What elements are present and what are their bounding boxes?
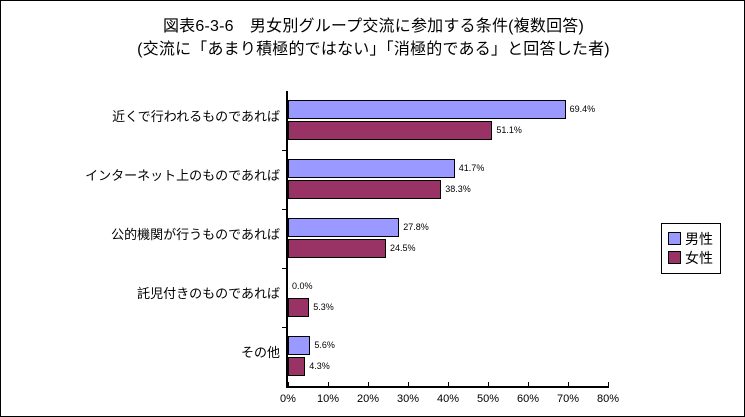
bar-male <box>288 159 455 178</box>
bar-female <box>288 239 386 258</box>
x-axis-tick-label: 0% <box>280 393 296 405</box>
x-axis-tick-label: 30% <box>396 393 420 405</box>
x-axis-tick <box>288 382 289 388</box>
bar-value-label: 5.3% <box>313 302 334 312</box>
category-label: 託児付きのものであれば <box>137 286 280 301</box>
x-axis-tick-label: 20% <box>356 393 380 405</box>
bar-female <box>288 121 493 140</box>
bar-value-label: 4.3% <box>309 361 330 371</box>
bar-value-label: 24.5% <box>390 243 416 253</box>
y-axis-tick <box>282 327 288 328</box>
x-axis-tick <box>408 382 409 388</box>
legend-label-male: 男性 <box>685 230 713 247</box>
y-axis-tick <box>282 209 288 210</box>
y-axis-tick <box>282 150 288 151</box>
bar-value-label: 51.1% <box>496 125 522 135</box>
bar-value-label: 41.7% <box>458 163 485 173</box>
legend-swatch-male <box>668 232 681 245</box>
bar-female <box>288 298 310 317</box>
x-axis-tick <box>488 382 489 388</box>
x-axis-tick <box>328 382 329 388</box>
bar-female <box>288 180 442 199</box>
category-label: インターネット上のものであれば <box>85 168 280 183</box>
x-axis-tick-label: 60% <box>516 393 540 405</box>
x-axis-tick <box>608 382 609 388</box>
bar-male <box>288 100 566 119</box>
bar-group: 近くで行われるものであれば 69.4% 51.1% <box>112 91 608 150</box>
bar-value-label: 27.8% <box>403 222 429 232</box>
y-axis-tick <box>282 268 288 269</box>
bar-value-label: 0.0% <box>292 281 313 291</box>
x-axis-tick <box>368 382 369 388</box>
x-axis-tick-label: 10% <box>316 393 340 405</box>
x-axis-tick-label: 70% <box>556 393 580 405</box>
x-axis-tick-label: 40% <box>436 393 460 405</box>
x-axis-tick-label: 80% <box>596 393 620 405</box>
x-axis-tick-label: 50% <box>476 393 500 405</box>
legend-item-female: 女性 <box>668 248 713 267</box>
bar-value-label: 38.3% <box>445 184 471 194</box>
bar-male <box>288 218 400 237</box>
category-label: 近くで行われるものであれば <box>112 109 280 124</box>
x-axis-tick <box>528 382 529 388</box>
bar-group: インターネット上のものであれば 41.7% 38.3% <box>85 150 608 209</box>
category-label: その他 <box>240 345 280 360</box>
bar-group: 公的機関が行うものであれば 27.8% 24.5% <box>111 209 608 268</box>
bar-group: その他 5.6% 4.3% <box>241 327 608 386</box>
chart-legend: 男性 女性 <box>661 223 721 274</box>
bar-group: 託児付きのものであれば 0.0% 5.3% <box>137 268 608 327</box>
bar-male <box>288 336 311 355</box>
bar-value-label: 5.6% <box>314 340 335 350</box>
chart-title-block: 図表6-3-6 男女別グループ交流に参加する条件(複数回答) (交流に「あまり積… <box>1 15 744 61</box>
bar-female <box>288 357 306 376</box>
chart-subtitle: (交流に「あまり積極的ではない」「消極的である」と回答した者) <box>137 41 610 58</box>
plot-area: 近くで行われるものであれば 69.4% 51.1% インターネット上のものであれば 41… <box>85 91 619 405</box>
x-axis-tick <box>568 382 569 388</box>
chart-title: 図表6-3-6 男女別グループ交流に参加する条件(複数回答) <box>162 18 585 35</box>
x-axis-tick <box>448 382 449 388</box>
legend-swatch-female <box>668 251 681 264</box>
legend-label-female: 女性 <box>685 249 713 266</box>
bar-value-label: 69.4% <box>569 104 596 114</box>
category-label: 公的機関が行うものであれば <box>111 227 280 242</box>
legend-item-male: 男性 <box>668 229 713 248</box>
